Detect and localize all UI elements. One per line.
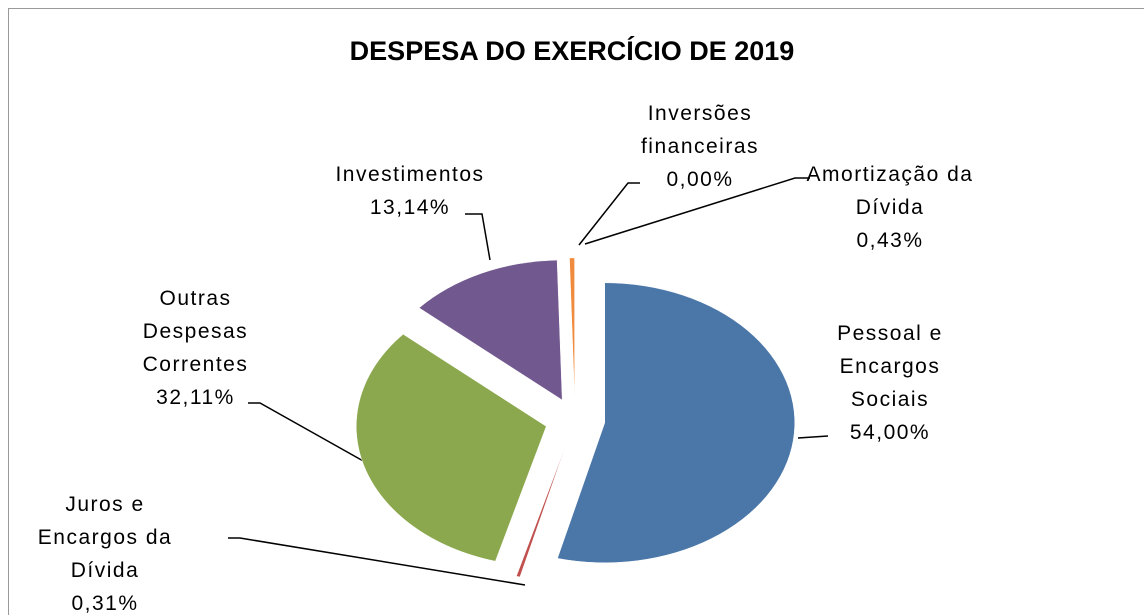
pie-slice (557, 282, 795, 564)
leader-line (797, 435, 829, 439)
value-label: 13,14% (369, 196, 451, 219)
category-label: Pessoal e Encargos Sociais (837, 322, 943, 411)
slice-label: Investimentos 13,14% (300, 158, 520, 224)
slice-label: Outras Despesas Correntes 32,11% (128, 282, 263, 414)
leader-line (248, 402, 366, 463)
category-label: Juros e Encargos da Dívida (37, 493, 173, 582)
leader-line (578, 182, 640, 246)
value-label: 0,43% (856, 229, 924, 252)
leader-line (584, 177, 810, 245)
category-label: Outras Despesas Correntes (142, 287, 249, 376)
leader-line (228, 537, 526, 586)
pie-slice (418, 259, 563, 401)
pie-slice (569, 257, 575, 398)
value-label: 54,00% (849, 421, 931, 444)
value-label: 0,00% (666, 168, 734, 191)
slice-label: Amortização da Dívida 0,43% (800, 158, 980, 257)
category-label: Inversões financeiras (640, 102, 760, 158)
category-label: Investimentos (335, 163, 485, 186)
pie-slice (568, 257, 575, 398)
value-label: 32,11% (156, 386, 235, 409)
chart-title: DESPESA DO EXERCÍCIO DE 2019 (349, 36, 795, 66)
value-label: 0,31% (71, 592, 139, 615)
slice-label: Inversões financeiras 0,00% (615, 97, 785, 196)
slice-label: Juros e Encargos da Dívida 0,31% (35, 488, 175, 615)
pie-slice (516, 441, 568, 578)
leader-lines (228, 177, 829, 586)
chart-border (8, 8, 1144, 615)
pie-slice (356, 333, 547, 562)
slices (356, 257, 795, 578)
slice-label: Pessoal e Encargos Sociais 54,00% (815, 317, 965, 449)
leader-line (465, 213, 491, 261)
category-label: Amortização da Dívida (806, 163, 974, 219)
